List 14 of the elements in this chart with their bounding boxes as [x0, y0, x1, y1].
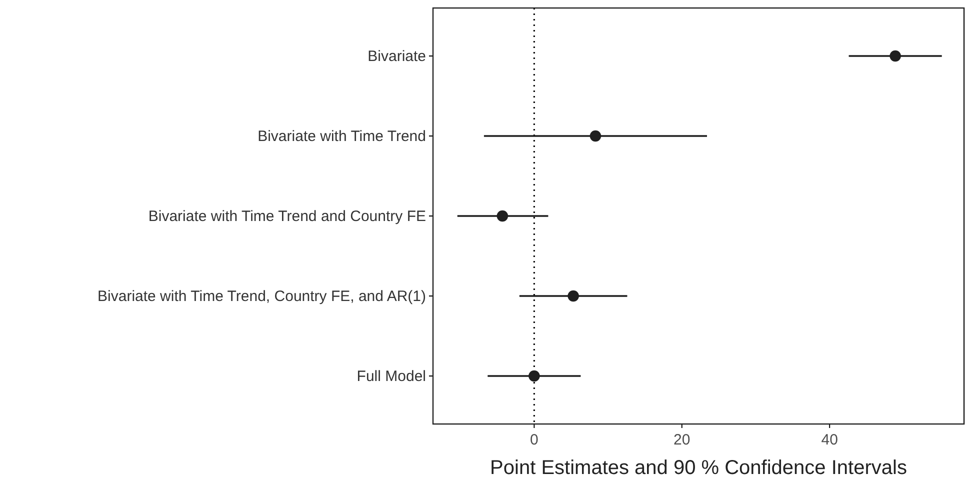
x-tick-label: 0: [530, 432, 538, 448]
x-tick-label: 20: [674, 432, 690, 448]
y-tick-label: Bivariate with Time Trend, Country FE, and AR(1): [98, 288, 426, 305]
point: [496, 210, 508, 222]
point: [890, 50, 901, 62]
y-tick-label: Full Model: [356, 368, 426, 385]
y-tick-label: Bivariate: [368, 48, 426, 65]
x-axis-title: Point Estimates and 90 % Confidence Intervals: [490, 457, 907, 479]
y-tick-label: Bivariate with Time Trend and Country FE: [148, 208, 426, 225]
point: [528, 370, 540, 382]
y-tick-label: Bivariate with Time Trend: [258, 128, 426, 145]
point: [568, 290, 579, 302]
point: [590, 130, 602, 142]
x-tick-label: 40: [821, 432, 838, 448]
